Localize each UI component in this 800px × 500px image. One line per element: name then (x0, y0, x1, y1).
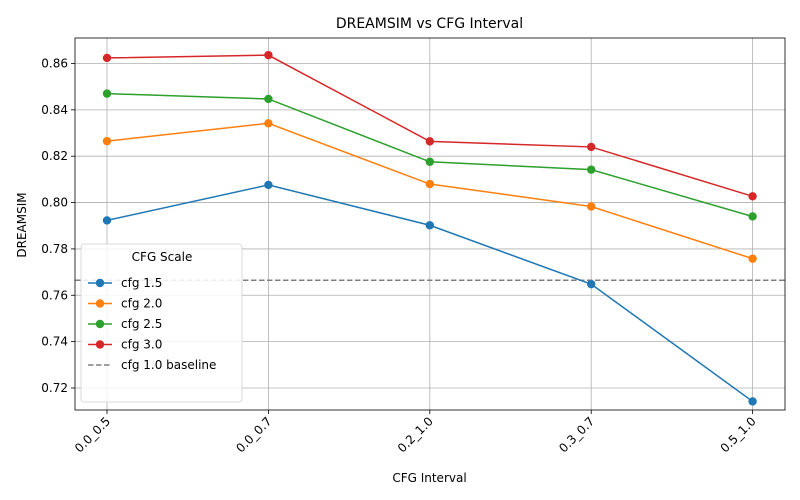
legend-label: cfg 2.5 (121, 317, 162, 331)
y-tick-label: 0.82 (41, 149, 68, 163)
data-point (425, 221, 434, 230)
x-tick-label: 0.0_0.5 (72, 414, 113, 455)
data-point (102, 89, 112, 98)
legend-item: cfg 2.5 (88, 317, 162, 331)
legend-label: cfg 3.0 (121, 338, 162, 352)
x-tick-label: 0.0_0.7 (233, 414, 274, 455)
data-point (425, 179, 434, 189)
data-point (102, 216, 112, 225)
y-tick-label: 0.80 (41, 196, 68, 210)
legend-swatch-marker (95, 319, 105, 329)
data-point (587, 279, 596, 289)
legend-swatch-marker (95, 340, 105, 349)
y-tick-label: 0.74 (41, 335, 68, 349)
legend-item: cfg 1.5 (88, 276, 162, 290)
series-cfg-3-0 (102, 50, 757, 201)
legend-title: CFG Scale (132, 250, 193, 264)
data-point (748, 212, 757, 221)
series-layer (102, 50, 757, 406)
data-point (425, 157, 434, 166)
data-point (102, 136, 112, 146)
data-point (748, 192, 757, 201)
x-axis-title: CFG Interval (392, 471, 466, 485)
y-tick-label: 0.76 (41, 288, 68, 302)
legend-label: cfg 1.0 baseline (121, 358, 216, 372)
series-cfg-2-5 (102, 89, 757, 221)
series-cfg-1-5 (102, 180, 757, 406)
data-point (425, 137, 434, 146)
legend-label: cfg 2.0 (121, 297, 162, 311)
data-point (264, 119, 273, 128)
data-point (587, 142, 596, 152)
legend-item: cfg 1.0 baseline (88, 358, 216, 372)
series-cfg-2-0 (102, 119, 757, 263)
x-tick-label: 0.5_1.0 (718, 414, 759, 455)
legend-label: cfg 1.5 (121, 276, 162, 290)
y-axis-ticks: 0.72 0.74 0.76 0.78 0.80 0.82 0.84 0.86 (41, 56, 75, 395)
chart-title: DREAMSIM vs CFG Interval (336, 16, 523, 32)
legend-swatch-marker (95, 278, 105, 288)
y-tick-label: 0.78 (41, 242, 68, 256)
data-point (264, 180, 273, 190)
y-axis-title: DREAMSIM (15, 192, 29, 257)
legend-item: cfg 3.0 (88, 338, 162, 352)
legend-item: cfg 2.0 (88, 297, 162, 311)
legend-swatch-marker (95, 299, 105, 308)
data-point (748, 254, 757, 263)
data-point (587, 165, 596, 174)
x-tick-label: 0.3_0.7 (556, 414, 597, 455)
data-point (264, 94, 273, 104)
data-point (587, 202, 596, 211)
y-tick-label: 0.72 (41, 381, 68, 395)
x-axis-ticks: 0.0_0.5 0.0_0.7 0.2_1.0 0.3_0.7 0.5_1.0 (72, 410, 759, 455)
data-point (264, 50, 273, 60)
data-point (102, 53, 112, 63)
legend-box (80, 243, 243, 403)
x-tick-label: 0.2_1.0 (395, 414, 436, 455)
y-tick-label: 0.86 (41, 56, 68, 70)
y-tick-label: 0.84 (41, 103, 68, 117)
data-point (748, 397, 757, 406)
legend: CFG Scale cfg 1.5 cfg 2.0 cfg 2.5 cfg 3.0 cfg… (80, 243, 243, 403)
